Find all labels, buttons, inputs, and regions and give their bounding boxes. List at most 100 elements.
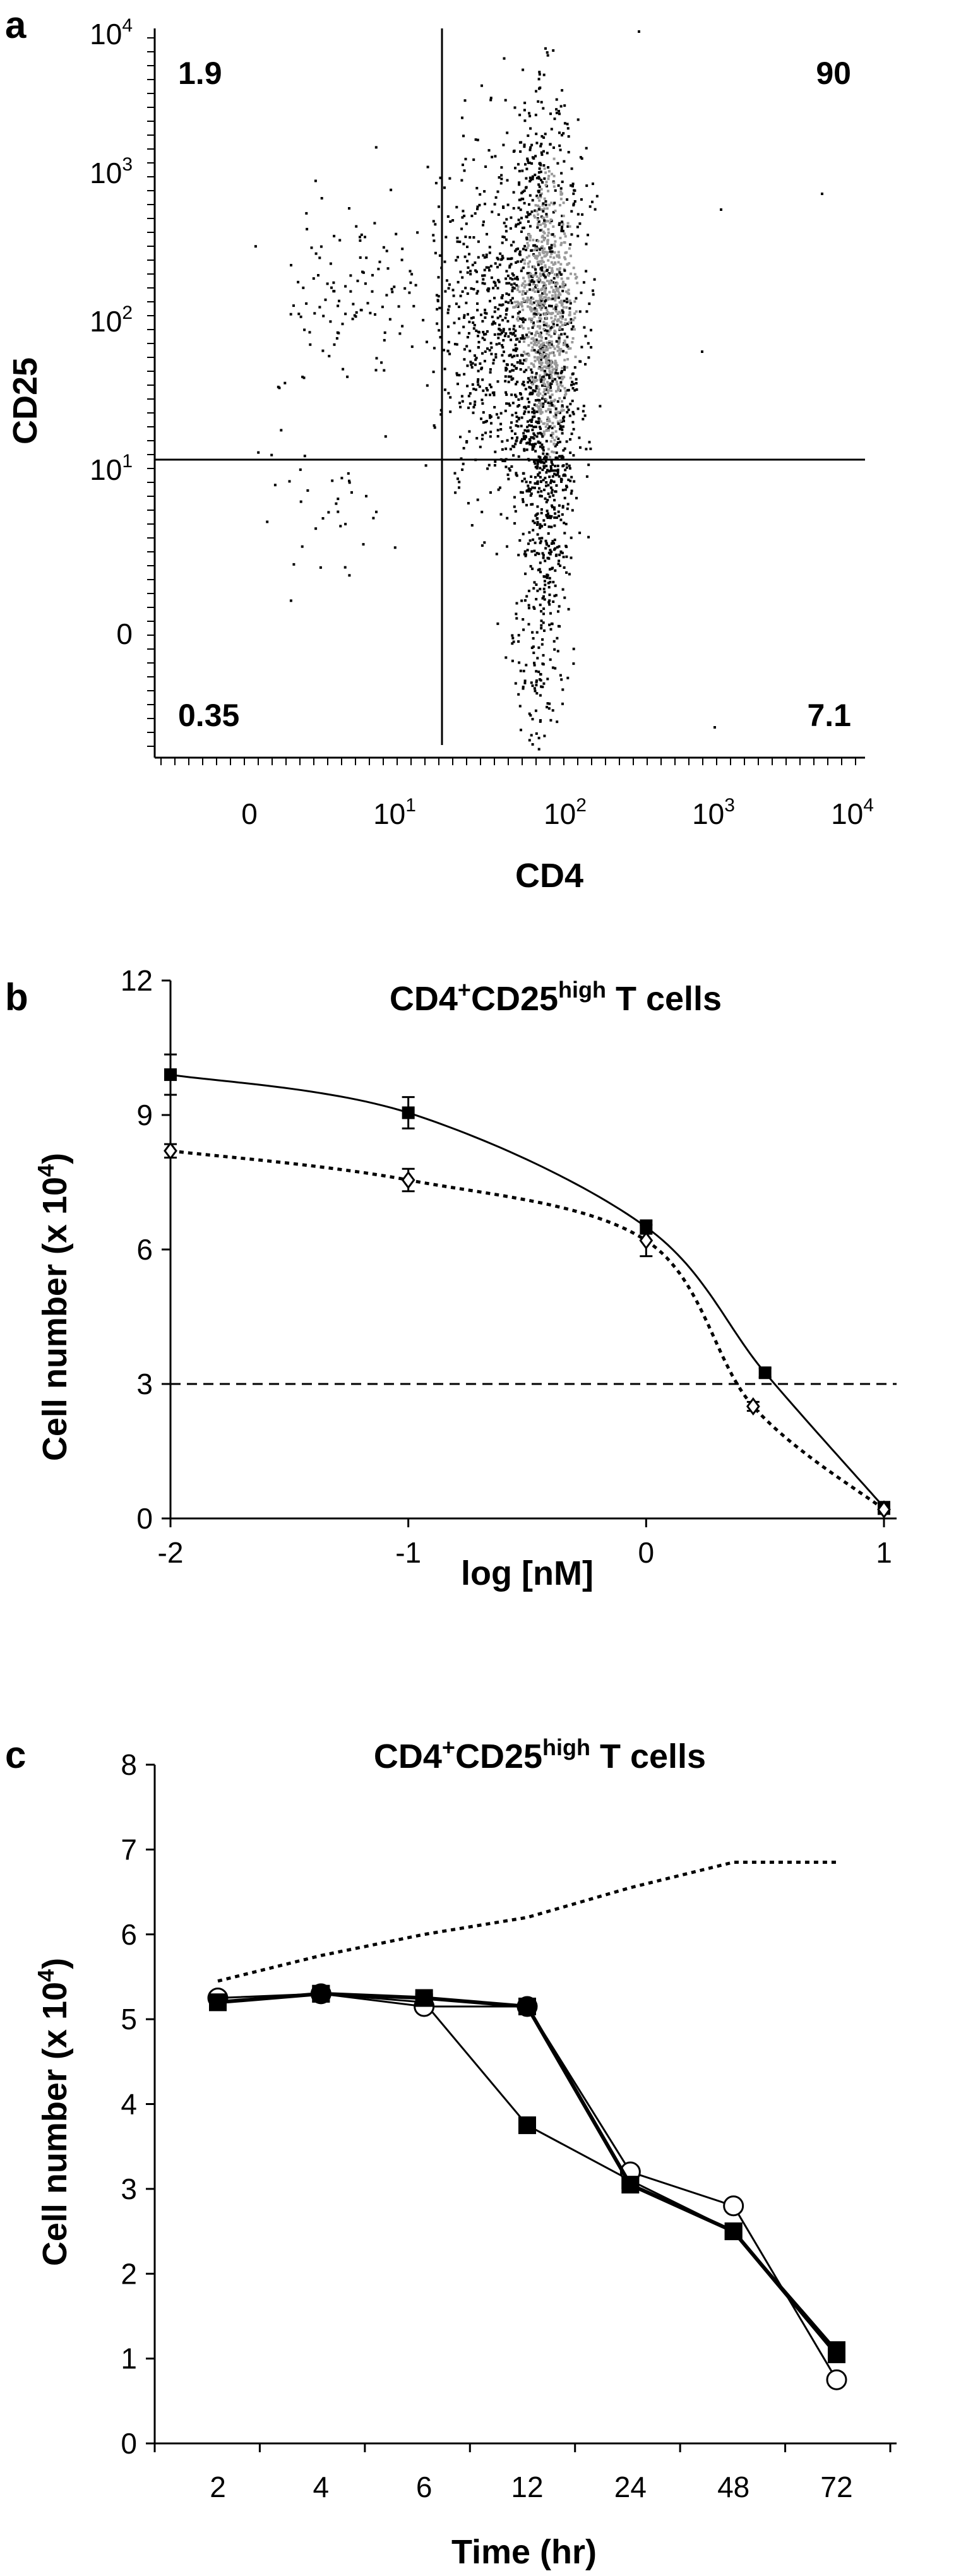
scatter-point xyxy=(565,484,568,487)
x-tick-label: 102 xyxy=(544,795,587,830)
scatter-point xyxy=(544,266,547,268)
scatter-point xyxy=(556,254,559,257)
scatter-point xyxy=(533,380,536,383)
scatter-point xyxy=(558,376,561,379)
scatter-point xyxy=(457,383,459,386)
scatter-point xyxy=(460,395,463,398)
scatter-point xyxy=(447,308,450,311)
scatter-point xyxy=(538,335,541,338)
scatter-point xyxy=(537,388,540,391)
scatter-point xyxy=(544,583,547,587)
scatter-point xyxy=(540,297,544,301)
scatter-point xyxy=(331,479,334,482)
scatter-point xyxy=(561,465,564,468)
scatter-point xyxy=(538,409,541,412)
scatter-point xyxy=(531,326,534,329)
scatter-point xyxy=(477,383,480,386)
scatter-point xyxy=(548,374,551,377)
scatter-point xyxy=(434,182,438,184)
scatter-point xyxy=(501,319,504,322)
scatter-point xyxy=(508,328,511,331)
scatter-point xyxy=(533,355,536,359)
x-tick-label: 4 xyxy=(313,2471,330,2503)
scatter-point xyxy=(386,267,390,270)
scatter-point xyxy=(510,429,513,432)
scatter-point xyxy=(540,208,544,211)
scatter-point xyxy=(254,245,257,248)
scatter-point xyxy=(530,309,533,313)
scatter-point xyxy=(563,339,566,342)
scatter-point xyxy=(566,358,570,361)
scatter-point xyxy=(522,198,525,201)
scatter-point xyxy=(518,250,522,253)
scatter-point xyxy=(359,236,361,239)
scatter-point xyxy=(550,244,553,247)
scatter-point xyxy=(554,273,556,276)
scatter-point xyxy=(537,491,540,494)
scatter-point xyxy=(489,368,492,371)
scatter-point xyxy=(556,313,559,315)
scatter-point xyxy=(322,314,325,318)
scatter-point xyxy=(476,205,479,208)
scatter-point xyxy=(542,446,545,449)
scatter-point xyxy=(570,489,573,492)
scatter-point xyxy=(506,516,509,520)
scatter-point xyxy=(527,262,530,265)
scatter-point xyxy=(458,241,462,243)
scatter-point xyxy=(470,524,474,527)
scatter-point xyxy=(480,84,483,87)
scatter-point xyxy=(588,302,591,306)
scatter-point xyxy=(369,311,372,314)
scatter-point xyxy=(556,274,559,277)
scatter-point xyxy=(570,536,573,539)
scatter-point xyxy=(494,355,498,359)
scatter-point xyxy=(475,292,479,295)
scatter-point xyxy=(482,411,485,414)
scatter-point xyxy=(558,144,561,147)
scatter-point xyxy=(543,302,546,305)
scatter-point xyxy=(562,285,565,289)
scatter-point xyxy=(432,234,435,237)
scatter-point xyxy=(531,718,534,720)
scatter-point xyxy=(540,151,543,154)
scatter-point xyxy=(504,238,508,241)
scatter-point xyxy=(482,220,485,224)
scatter-point xyxy=(566,389,570,392)
scatter-point xyxy=(534,359,537,362)
scatter-point xyxy=(374,313,376,316)
scatter-point xyxy=(493,297,496,300)
scatter-point xyxy=(533,664,536,667)
scatter-point xyxy=(556,546,559,549)
scatter-point xyxy=(554,465,557,468)
scatter-point xyxy=(343,566,347,569)
scatter-point xyxy=(556,464,559,467)
scatter-point xyxy=(527,405,530,408)
scatter-point xyxy=(474,388,477,391)
scatter-point xyxy=(558,269,561,272)
scatter-point xyxy=(488,349,491,352)
chart-title: CD4+CD25high T cells xyxy=(390,977,722,1018)
scatter-point xyxy=(512,274,515,277)
scatter-point xyxy=(543,488,546,491)
scatter-point xyxy=(539,275,542,277)
scatter-point xyxy=(452,294,455,297)
scatter-point xyxy=(558,504,561,507)
scatter-point xyxy=(581,213,584,216)
scatter-point xyxy=(542,282,546,285)
scatter-point xyxy=(494,262,497,265)
scatter-point xyxy=(332,281,335,284)
scatter-point xyxy=(504,98,507,102)
scatter-point xyxy=(561,688,564,691)
scatter-point xyxy=(542,554,545,557)
scatter-point xyxy=(505,218,508,221)
scatter-point xyxy=(501,346,504,349)
scatter-point xyxy=(500,304,503,307)
scatter-point xyxy=(438,306,441,309)
scatter-point xyxy=(539,445,542,448)
scatter-point xyxy=(524,359,527,362)
scatter-point xyxy=(515,224,518,226)
minor-ticks xyxy=(147,37,856,765)
scatter-point xyxy=(547,174,551,177)
scatter-point xyxy=(554,554,558,558)
scatter-point xyxy=(543,388,546,391)
